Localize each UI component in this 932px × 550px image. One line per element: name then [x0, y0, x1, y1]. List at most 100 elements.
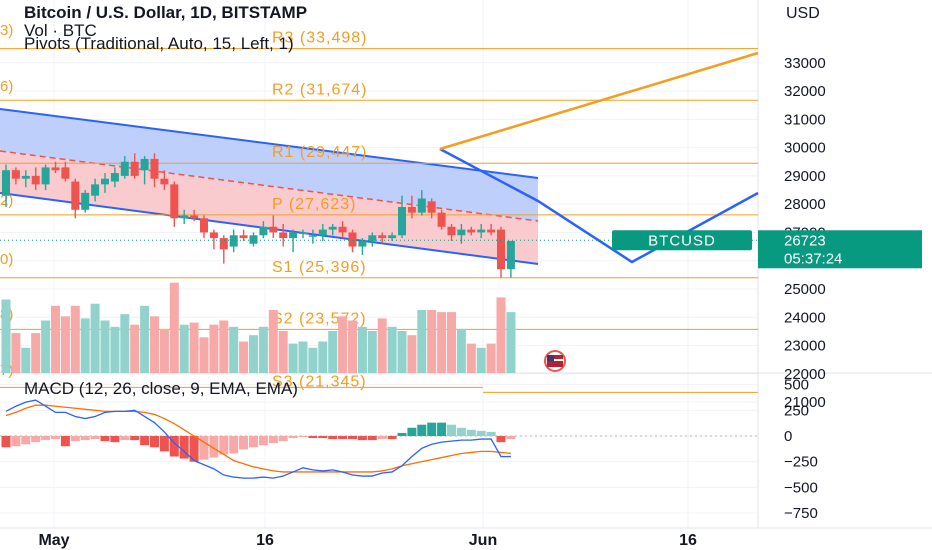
candle-body [170, 184, 179, 219]
macd-histogram-bar [417, 424, 427, 436]
macd-histogram-bar [1, 436, 11, 448]
macd-histogram-bar [496, 436, 506, 443]
price-tick-label: 23000 [784, 338, 826, 355]
macd-histogram-bar [229, 436, 239, 454]
macd-histogram-bar [397, 432, 407, 436]
volume-bar [90, 303, 100, 373]
candle-body [209, 232, 218, 239]
volume-bar [278, 331, 288, 373]
last-price-badge [758, 230, 922, 269]
volume-title[interactable]: Vol · BTC [24, 21, 97, 40]
macd-histogram-bar [159, 436, 169, 452]
projection-drawings [0, 51, 759, 372]
candle [239, 229, 248, 241]
candle-body [160, 178, 169, 185]
candle-body [289, 232, 298, 239]
candle [209, 229, 218, 250]
candle-body [81, 192, 90, 210]
volume-bar [70, 305, 80, 373]
volume-bar [229, 326, 239, 373]
time-tick-label: Jun [469, 532, 497, 549]
time-tick-label: May [38, 532, 69, 549]
price-tick-label: 32000 [784, 83, 826, 100]
candle [110, 167, 119, 188]
candle-body [140, 158, 149, 171]
volume-bar [437, 312, 447, 373]
price-tick-label: 25000 [784, 281, 826, 298]
volume-bar [80, 318, 90, 373]
candle [71, 178, 80, 219]
volume-bar [41, 320, 51, 373]
macd-histogram-bar [348, 436, 357, 440]
macd-histogram-bar [130, 436, 140, 441]
volume-bar [298, 341, 308, 373]
macd-histogram-bar [51, 436, 60, 440]
candle [417, 190, 426, 216]
macd-title[interactable]: MACD (12, 26, close, 9, EMA, EMA) [24, 379, 298, 398]
candle-body [130, 161, 139, 176]
candle-body [21, 175, 30, 179]
candle-body [279, 232, 288, 239]
volume-bar [169, 282, 179, 373]
volume-bar [506, 312, 516, 373]
candle [279, 223, 288, 247]
time-axis: May 16 Jun 16 [38, 532, 697, 549]
candle [170, 181, 179, 227]
macd-histogram-bar [11, 436, 21, 447]
candle-body [219, 238, 228, 250]
candle-body [447, 226, 456, 236]
candle-body [180, 215, 189, 219]
candle-body [467, 229, 476, 233]
volume-bar [219, 320, 229, 373]
candle [180, 209, 189, 224]
volume-bar [110, 326, 120, 373]
candle [477, 223, 486, 239]
candle-body [31, 175, 40, 185]
macd-histogram-bar [308, 436, 318, 439]
candle-body [487, 229, 496, 233]
macd-tick-label: 250 [784, 402, 809, 419]
candle [259, 221, 268, 239]
symbol-title[interactable]: Bitcoin / U.S. Dollar, 1D, BITSTAMP [24, 3, 308, 22]
candle [348, 229, 357, 253]
macd-histogram-bar [298, 436, 308, 438]
candle-body [200, 218, 208, 233]
channel-median-line [0, 150, 539, 222]
macd-histogram-bar [100, 436, 110, 442]
candle [497, 226, 505, 278]
candle [219, 235, 228, 264]
volume-bar [1, 299, 11, 373]
candle-body [239, 235, 248, 239]
candle-body [2, 170, 10, 196]
volume-bar [357, 326, 367, 373]
candle [467, 226, 476, 236]
volume-bar [120, 314, 130, 373]
candle [51, 161, 60, 174]
volume-bar [11, 333, 21, 373]
macd-histogram-bar [209, 436, 219, 458]
volume-bar [367, 331, 377, 373]
candle-body [91, 184, 100, 196]
pivot-label: P (27,623) [272, 196, 356, 213]
volume-bar [21, 347, 31, 373]
macd-histogram-bar [407, 427, 417, 436]
candle-body [150, 158, 159, 179]
candle [41, 164, 50, 191]
projection-path [439, 147, 759, 264]
pivots-title[interactable]: Pivots (Traditional, Auto, 15, Left, 1) [24, 34, 294, 53]
pivot-label-partial: 6) [0, 78, 13, 95]
candle [61, 161, 70, 182]
candle-body [506, 240, 515, 270]
candle [398, 195, 406, 239]
volume-bar [496, 297, 506, 373]
candle-body [11, 170, 20, 179]
volume-bar [189, 322, 199, 373]
countdown-value: 05:37:24 [784, 250, 842, 267]
macd-histogram-bar [427, 422, 437, 436]
pivot-label: R1 (29,447) [272, 144, 368, 161]
macd-histogram-bar [318, 436, 328, 439]
volume-bar [466, 343, 476, 373]
us-flag-icon [544, 350, 566, 372]
candle [200, 215, 208, 239]
price-tick-label: 21000 [784, 394, 826, 411]
